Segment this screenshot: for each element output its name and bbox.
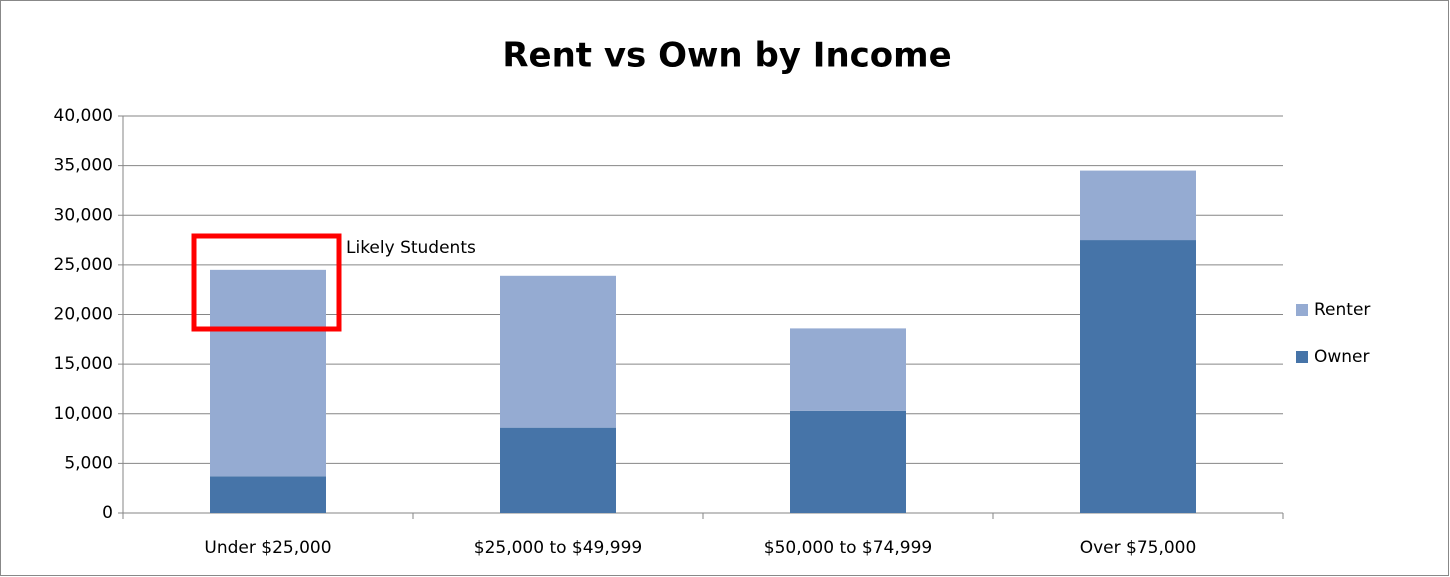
- legend-label: Renter: [1314, 300, 1370, 320]
- annotation-text: Likely Students: [346, 238, 476, 258]
- x-tick-label: $25,000 to $49,999: [474, 538, 642, 558]
- bar-segment: [210, 476, 326, 513]
- y-tick-label: 20,000: [54, 305, 113, 325]
- bar-segment: [1080, 240, 1196, 513]
- bar-segment: [500, 275, 616, 428]
- bar-segment: [1080, 170, 1196, 241]
- y-tick-label: 0: [102, 503, 113, 523]
- y-tick-label: 15,000: [54, 354, 113, 374]
- legend-swatch: [1296, 351, 1308, 363]
- x-tick-label: Under $25,000: [204, 538, 331, 558]
- x-tick-label: Over $75,000: [1080, 538, 1197, 558]
- bar-segment: [500, 427, 616, 513]
- legend-swatch: [1296, 304, 1308, 316]
- chart-title: Rent vs Own by Income: [502, 36, 951, 76]
- bar-segment: [210, 269, 326, 477]
- y-tick-label: 40,000: [54, 106, 113, 126]
- bar-segment: [790, 328, 906, 411]
- y-tick-label: 5,000: [64, 453, 113, 473]
- legend-label: Owner: [1314, 347, 1370, 367]
- y-tick-label: 10,000: [54, 404, 113, 424]
- y-tick-label: 25,000: [54, 255, 113, 275]
- annotation-box: [191, 233, 342, 332]
- bar-segment: [790, 410, 906, 513]
- x-tick-label: $50,000 to $74,999: [764, 538, 932, 558]
- y-tick-label: 30,000: [54, 205, 113, 225]
- y-tick-label: 35,000: [54, 156, 113, 176]
